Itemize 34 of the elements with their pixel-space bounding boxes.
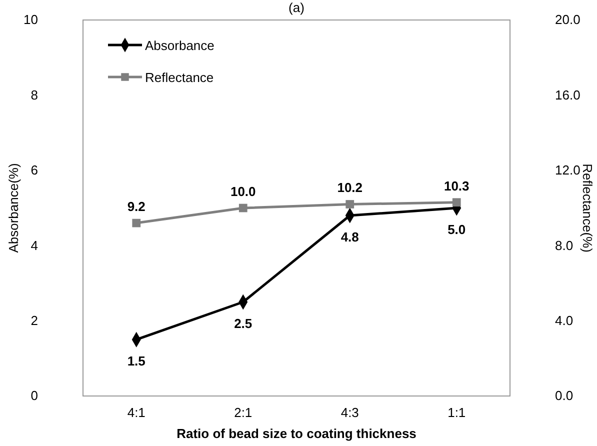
- y-tick-label: 6: [30, 162, 38, 178]
- y2-tick-label: 0.0: [555, 388, 574, 404]
- chart-title: (a): [288, 0, 304, 15]
- y2-axis-title: Reflectance(%): [580, 164, 595, 252]
- legend-label: Absorbance: [145, 38, 214, 53]
- data-label: 10.3: [444, 178, 470, 194]
- y2-tick-label: 20.0: [555, 12, 580, 28]
- x-tick-label: 2:1: [234, 405, 252, 420]
- y-tick-label: 8: [30, 87, 38, 102]
- data-label: 1.5: [127, 354, 146, 369]
- y-axis-title: Absorbance(%): [6, 163, 21, 253]
- point: [346, 200, 354, 208]
- legend-label: Reflectance: [145, 70, 214, 85]
- x-tick-label: 1:1: [448, 405, 466, 420]
- x-axis-title: Ratio of bead size to coating thickness: [176, 426, 416, 441]
- point: [238, 204, 248, 212]
- x-tick-label: 4:1: [127, 405, 146, 420]
- data-label: 10.2: [337, 180, 363, 196]
- data-label: 5.0: [448, 222, 466, 237]
- y2-tick-label: 4.0: [555, 312, 574, 328]
- data-label: 2.5: [234, 316, 252, 331]
- y-tick-label: 0: [30, 388, 38, 404]
- y-tick-label: 2: [30, 312, 38, 328]
- data-label: 9.2: [127, 199, 146, 214]
- y2-tick-label: 8.0: [555, 238, 574, 253]
- y-tick-label: 10: [24, 12, 38, 28]
- data-label: 10.0: [230, 184, 256, 199]
- data-label: 4.8: [340, 230, 359, 245]
- point: [452, 198, 461, 207]
- y2-tick-label: 16.0: [555, 87, 580, 102]
- x-tick-label: 4:3: [340, 405, 359, 420]
- point: [132, 218, 141, 228]
- y-tick-label: 4: [30, 238, 38, 253]
- y2-tick-label: 12.0: [555, 162, 580, 178]
